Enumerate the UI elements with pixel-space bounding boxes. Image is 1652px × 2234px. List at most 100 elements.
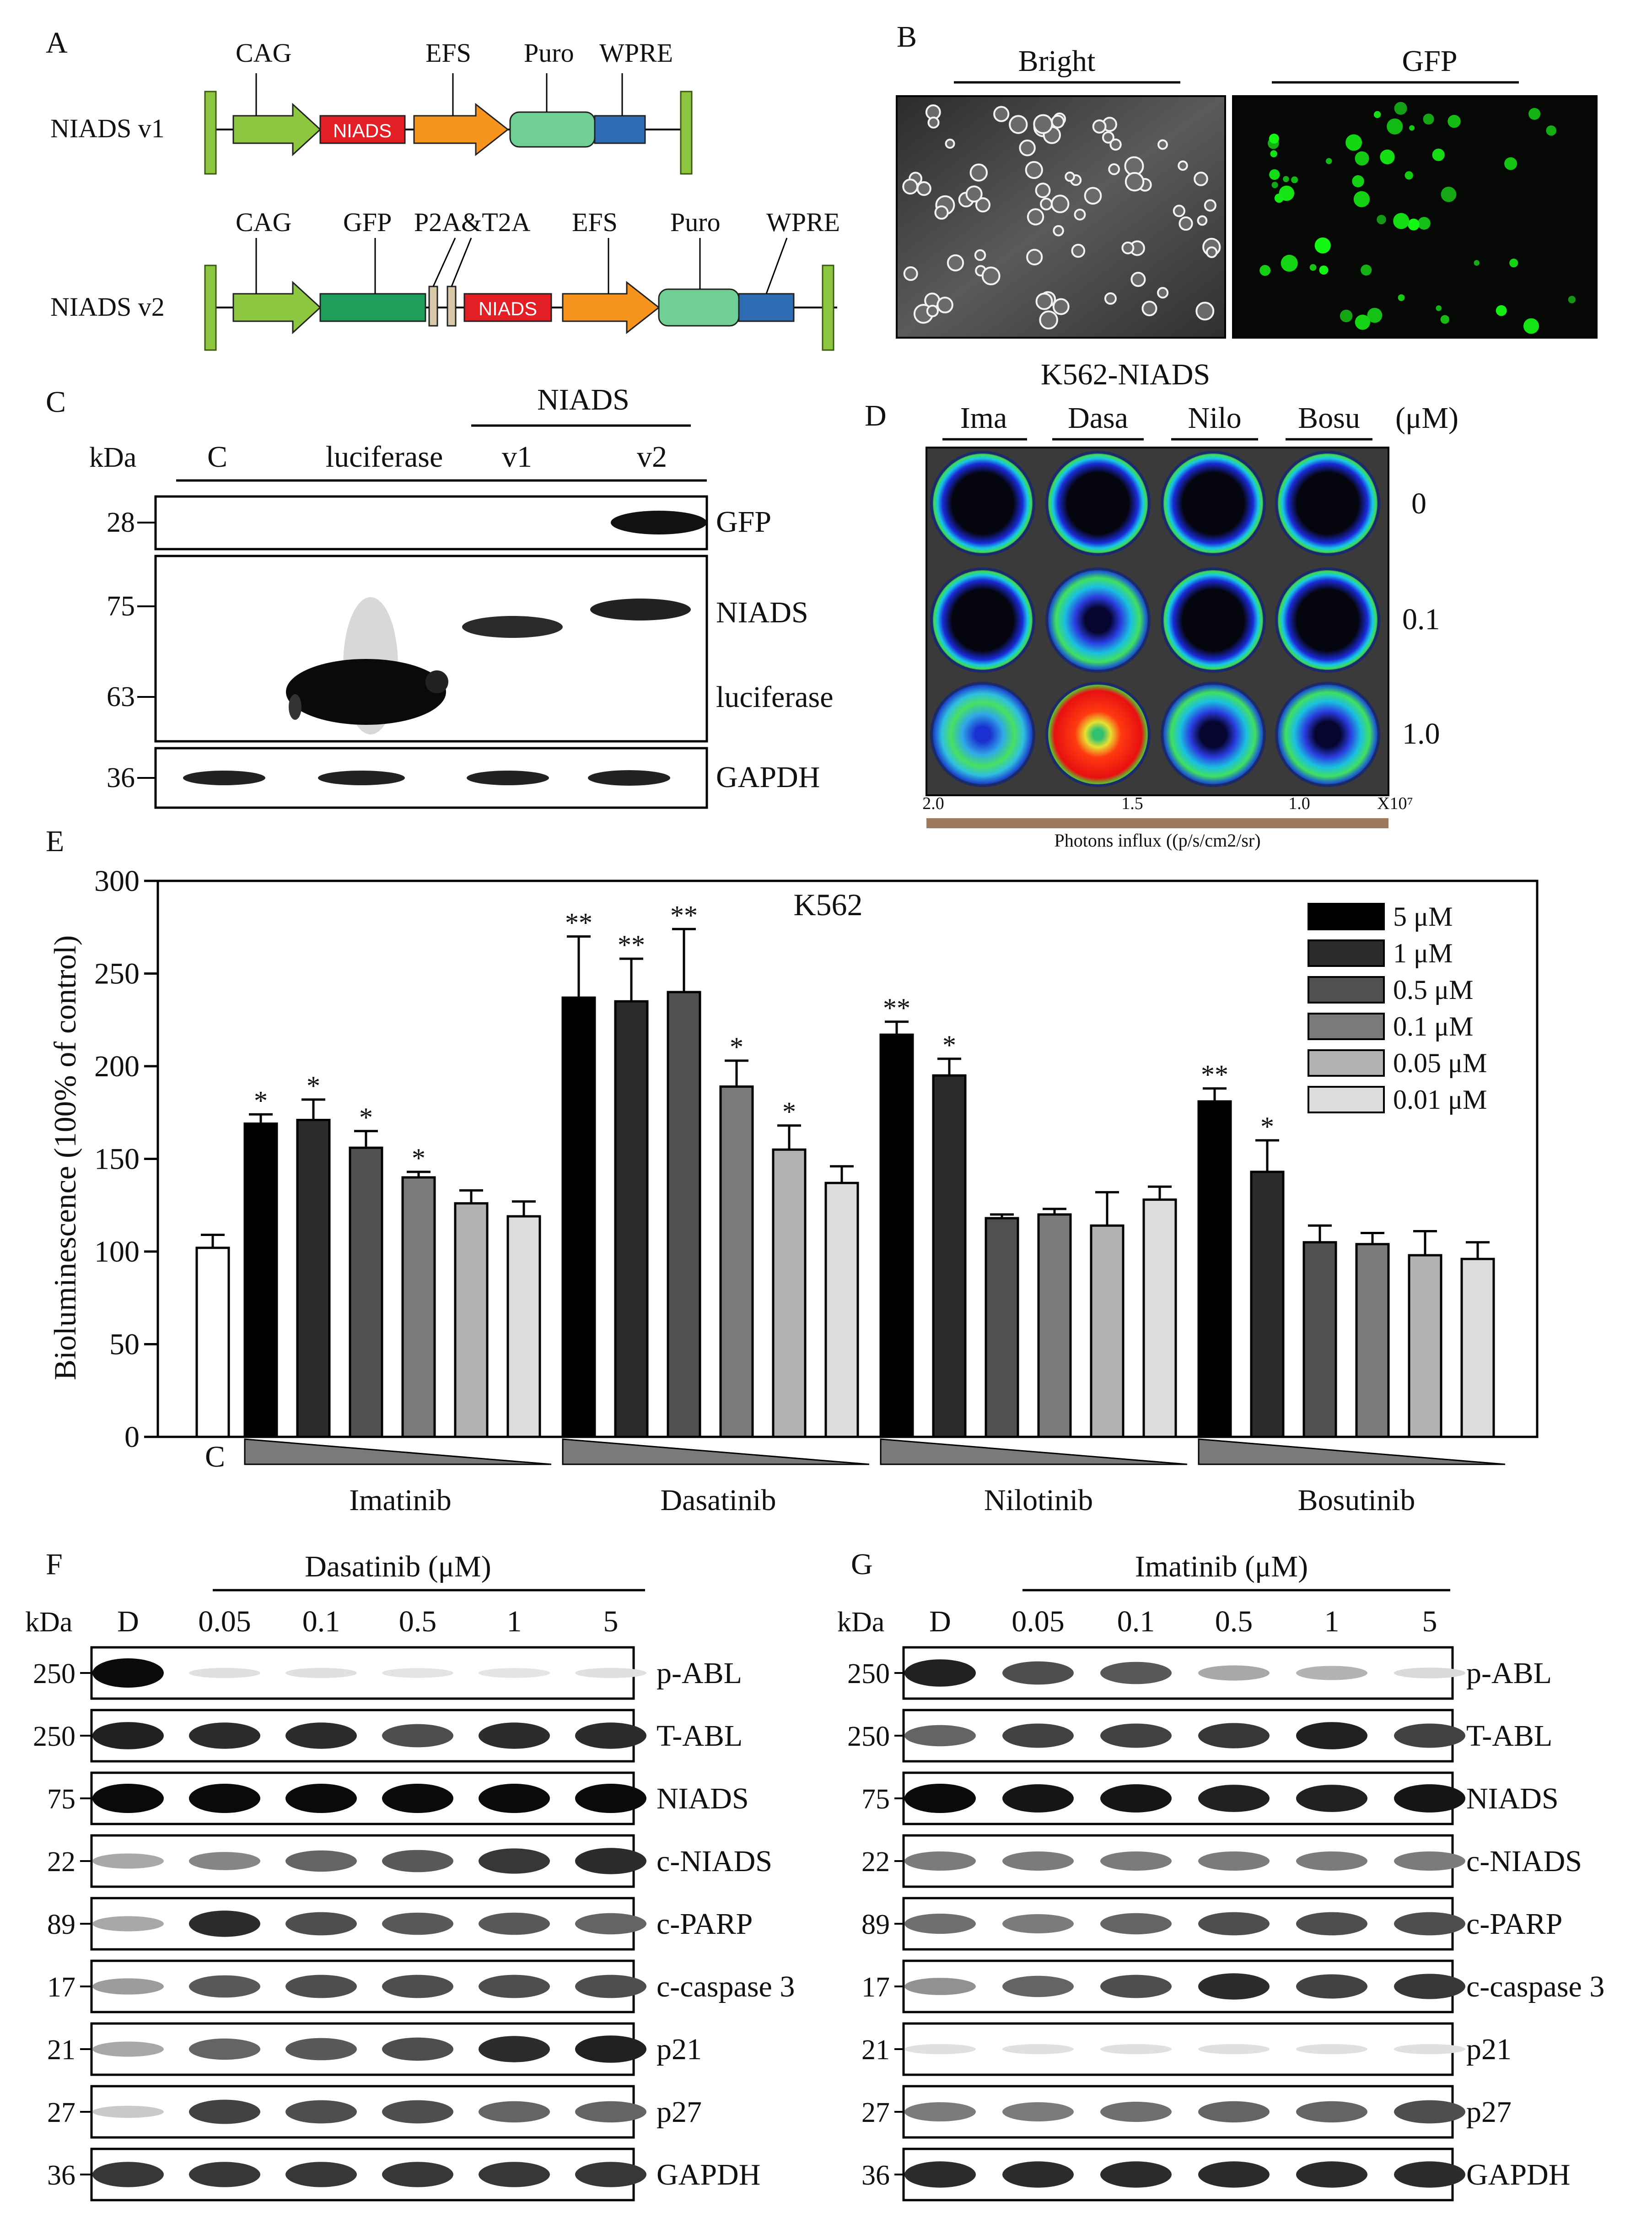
bright-cell xyxy=(936,297,953,313)
gfp-cells xyxy=(1259,102,1576,334)
panelG-band-7-2 xyxy=(1100,2101,1172,2122)
bright-cell xyxy=(1197,215,1208,226)
well-ima-1 xyxy=(930,567,1035,673)
panelF-band-3-0 xyxy=(92,1853,164,1869)
panelF-marker-6: 21 xyxy=(47,2034,75,2066)
panelF-band-1-5 xyxy=(575,1722,646,1749)
bright-cell xyxy=(945,138,955,149)
kda-label-f: kDa xyxy=(25,1607,72,1638)
panelF-blot-gapdh xyxy=(90,2148,635,2202)
construct-v1-name: NIADS v1 xyxy=(50,113,165,143)
panelG-band-7-0 xyxy=(904,2102,976,2121)
control-label: C xyxy=(205,1440,225,1473)
panelG-lane-2: 0.1 xyxy=(1117,1605,1155,1638)
panel-label-f: F xyxy=(46,1548,63,1581)
gfp-cell xyxy=(1523,318,1539,334)
bright-cell xyxy=(1027,208,1044,226)
panelF-band-7-0 xyxy=(92,2105,164,2118)
panelF-band-0-2 xyxy=(285,1667,357,1678)
legend-label-1: 1 μM xyxy=(1393,938,1453,968)
panelG-band-5-2 xyxy=(1100,1975,1172,1998)
bar-nilotinib-1-significance: * xyxy=(942,1030,956,1060)
drug-bosu: Bosu xyxy=(1298,401,1360,435)
bright-cell xyxy=(1071,243,1086,258)
puro-gene-v2 xyxy=(658,288,740,327)
bar-imatinib-1-significance: * xyxy=(307,1071,320,1101)
panelF-band-4-0 xyxy=(92,1916,164,1932)
gfp-cell xyxy=(1367,308,1383,323)
panelF-band-1-0 xyxy=(92,1722,164,1749)
panelG-band-7-5 xyxy=(1394,2100,1465,2124)
panelF-band-5-3 xyxy=(382,1975,453,1998)
bar-dasatinib-3 xyxy=(719,1085,754,1438)
panelF-protein-3: c-NIADS xyxy=(656,1845,772,1878)
gfp-cell xyxy=(1393,213,1410,229)
panelF-band-2-2 xyxy=(285,1784,357,1813)
well-dasa-1 xyxy=(1045,567,1151,673)
panelF-band-0-5 xyxy=(575,1667,646,1678)
bar-dasatinib-4-significance: * xyxy=(782,1097,796,1127)
band-gapdh-2 xyxy=(318,771,405,785)
bright-cell xyxy=(1157,287,1169,299)
blot-f-rows: D 0.05 0.1 0.5 1 5 250 p-ABL 250 T-ABL 75 NIADS 22 c-… xyxy=(33,1605,795,2202)
panelF-marker-1: 250 xyxy=(33,1721,75,1752)
gfp-cell xyxy=(1436,305,1442,311)
label-puro-v1: Puro xyxy=(524,38,574,68)
gfp-cell xyxy=(1281,254,1298,272)
bar-nilotinib-2 xyxy=(985,1217,1019,1438)
label-wpre-v1: WPRE xyxy=(599,38,673,68)
well-dasa-0 xyxy=(1045,451,1151,556)
lane-label-luciferase: luciferase xyxy=(326,440,443,474)
legend: 5 μM 1 μM 0.5 μM 0.1 μM 0.05 μM 0.01 μM xyxy=(1308,901,1487,1115)
panelF-band-8-4 xyxy=(479,2162,550,2187)
label-cag-v1: CAG xyxy=(236,38,291,68)
panelG-marker-3: 22 xyxy=(861,1846,890,1878)
bar-dasatinib-4 xyxy=(772,1148,807,1438)
panel-label-b: B xyxy=(897,20,917,54)
panelF-band-0-1 xyxy=(189,1667,260,1678)
bright-cell xyxy=(1025,161,1043,179)
lane-label-v2: v2 xyxy=(637,440,667,474)
bright-cell xyxy=(965,185,983,203)
scale-exponent: X10⁷ xyxy=(1377,794,1413,813)
panelG-marker-6: 21 xyxy=(861,2034,890,2066)
marker-75: 75 xyxy=(107,591,135,622)
gfp-cell xyxy=(1387,118,1403,135)
panelF-band-2-5 xyxy=(575,1784,646,1813)
plate-title: K562-NIADS xyxy=(1041,358,1210,391)
bar-imatinib-4 xyxy=(454,1202,489,1438)
panelG-band-2-1 xyxy=(1002,1784,1074,1813)
panelF-band-6-4 xyxy=(479,2036,550,2062)
gfp-cell xyxy=(1474,260,1480,266)
band-niads-v1 xyxy=(462,616,563,638)
gfp-cell xyxy=(1409,125,1415,131)
western-blot-c: NIADS kDa C luciferase v1 v2 28 75 63 36… xyxy=(89,383,834,809)
panelG-band-7-4 xyxy=(1296,2101,1367,2123)
bright-cell xyxy=(974,249,986,261)
concentration-wedge-0 xyxy=(244,1438,552,1465)
cag-promoter-v1 xyxy=(232,103,322,156)
concentration-wedge-3 xyxy=(1198,1438,1506,1465)
panelF-band-1-2 xyxy=(285,1722,357,1749)
panelF-marker-0: 250 xyxy=(33,1658,75,1689)
well-nilo-1 xyxy=(1161,567,1266,673)
bar-bosutinib-3 xyxy=(1355,1243,1390,1438)
bar-imatinib-0-significance: * xyxy=(254,1085,268,1116)
bright-cell xyxy=(975,197,991,213)
panelF-band-1-3 xyxy=(382,1724,453,1748)
panelG-band-2-2 xyxy=(1100,1784,1172,1813)
gfp-cell xyxy=(1380,149,1395,165)
band-gapdh-4 xyxy=(588,770,670,786)
gfp-cell xyxy=(1440,315,1449,324)
panelG-band-8-2 xyxy=(1100,2161,1172,2188)
bright-label: Bright xyxy=(1018,44,1096,78)
conc-0: 0 xyxy=(1411,487,1426,520)
niads-gene-v1 xyxy=(319,115,406,144)
kda-label-g: kDa xyxy=(837,1607,884,1638)
panelG-band-1-5 xyxy=(1394,1723,1465,1748)
lane-label-c: C xyxy=(207,440,227,474)
ltr-left-v1 xyxy=(204,91,217,175)
well-bosu-1 xyxy=(1275,567,1380,673)
panelF-band-0-3 xyxy=(382,1668,453,1678)
